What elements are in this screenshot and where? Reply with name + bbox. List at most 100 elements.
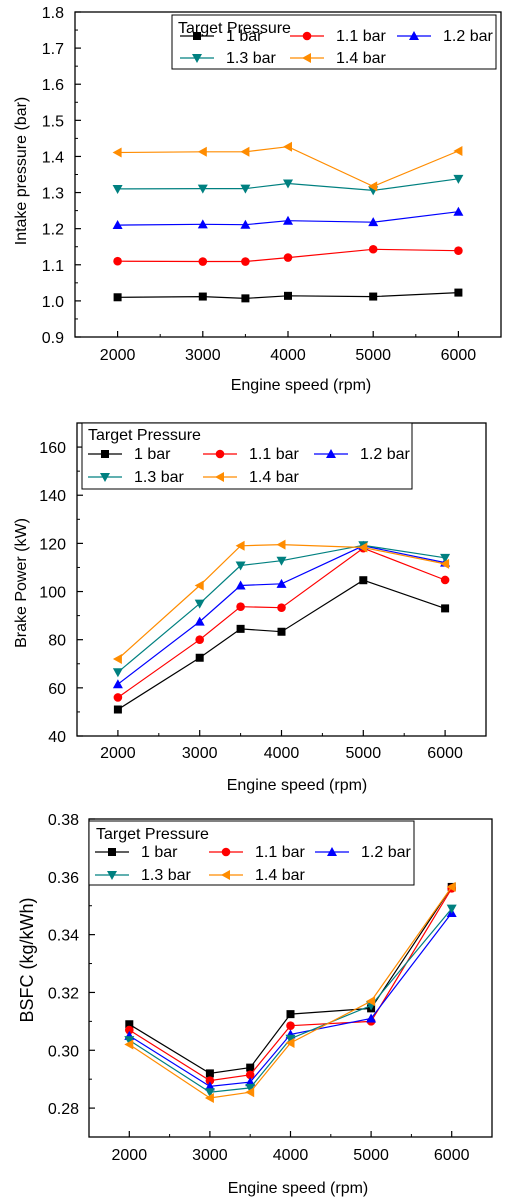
legend-title: Target Pressure <box>96 826 209 843</box>
data-point <box>236 624 245 633</box>
data-point <box>197 184 208 194</box>
x-tick-label: 5000 <box>346 745 382 762</box>
data-point <box>286 1021 295 1030</box>
data-point <box>195 653 204 662</box>
legend-marker <box>215 449 225 459</box>
data-point <box>283 215 293 225</box>
data-point <box>113 256 122 266</box>
series-line-1-3-bar <box>117 178 459 192</box>
data-point <box>205 1076 215 1085</box>
y-tick-label: 1.6 <box>42 77 64 94</box>
data-point <box>240 184 251 194</box>
data-point <box>277 603 286 612</box>
data-point <box>245 1077 256 1087</box>
y-tick-label: 1.7 <box>42 41 64 58</box>
data-point <box>368 217 379 227</box>
data-point <box>440 558 450 569</box>
series-line-1-bar <box>117 579 446 711</box>
series-line-1-bar <box>117 292 459 300</box>
legend-marker <box>327 847 337 856</box>
data-point <box>197 146 207 157</box>
y-tick-label: 0.38 <box>48 812 79 829</box>
legend-marker <box>221 870 230 880</box>
y-axis-title: Intake pressure (bar) <box>13 97 30 246</box>
legend-label: 1.4 bar <box>255 867 305 884</box>
data-point <box>285 1038 295 1049</box>
series-line-1-4-bar <box>128 886 453 1099</box>
legend-label: 1.4 bar <box>249 469 299 486</box>
data-point <box>446 881 456 892</box>
data-point <box>246 1063 255 1072</box>
y-tick-label: 100 <box>39 585 66 602</box>
data-point <box>124 1039 134 1050</box>
data-point <box>113 293 122 302</box>
data-point <box>241 257 250 266</box>
legend-label: 1.2 bar <box>443 28 493 45</box>
x-axis-title: Engine speed (rpm) <box>228 1180 369 1197</box>
data-point <box>369 292 378 301</box>
x-tick-label: 5000 <box>355 347 391 364</box>
y-tick-label: 140 <box>39 488 66 505</box>
data-point <box>440 575 450 585</box>
legend-label: 1.3 bar <box>141 867 191 884</box>
data-point <box>125 1020 134 1029</box>
data-point <box>112 668 123 678</box>
data-point <box>286 1010 295 1019</box>
data-point <box>454 246 463 255</box>
legend-label: 1.2 bar <box>361 844 411 861</box>
data-point <box>112 147 122 158</box>
y-tick-label: 40 <box>48 729 66 746</box>
data-point <box>284 291 292 300</box>
legend-marker <box>409 31 419 40</box>
series-line-1-1-bar <box>128 888 453 1082</box>
legend-label: 1 bar <box>226 28 263 45</box>
series-line-1-2-bar <box>128 912 453 1088</box>
y-tick-label: 1.5 <box>42 113 64 130</box>
data-point <box>283 141 292 152</box>
y-tick-label: 0.30 <box>48 1043 79 1060</box>
data-point <box>368 181 378 192</box>
data-point <box>283 179 293 189</box>
x-tick-label: 4000 <box>273 1147 309 1164</box>
legend-title: Target Pressure <box>178 20 291 37</box>
series-line-1-1-bar <box>117 248 459 263</box>
x-tick-label: 4000 <box>270 347 306 364</box>
data-point <box>240 219 251 229</box>
data-point <box>194 580 204 591</box>
data-point <box>235 561 246 571</box>
legend-title: Target Pressure <box>88 427 201 444</box>
data-point <box>245 1070 255 1080</box>
legend-marker <box>192 54 202 63</box>
x-tick-label: 2000 <box>100 347 136 364</box>
y-tick-label: 160 <box>39 440 66 457</box>
legend-box <box>88 820 415 886</box>
y-tick-label: 1.8 <box>42 5 64 22</box>
data-point <box>124 1036 135 1046</box>
x-axis-title: Engine speed (rpm) <box>231 377 372 394</box>
y-tick-label: 80 <box>48 633 66 650</box>
data-point <box>454 288 463 297</box>
data-point <box>440 553 451 563</box>
y-tick-label: 0.32 <box>48 985 79 1002</box>
series-line-1-bar <box>128 886 453 1075</box>
legend-box <box>171 14 497 70</box>
series-line-1-4-bar <box>117 146 459 188</box>
legend-label: 1.3 bar <box>226 50 276 67</box>
x-tick-label: 3000 <box>182 745 218 762</box>
x-tick-label: 3000 <box>192 1147 228 1164</box>
legend-label: 1.2 bar <box>360 446 410 463</box>
data-point <box>112 184 123 194</box>
legend-label: 1 bar <box>141 844 178 861</box>
legend-label: 1.1 bar <box>336 28 386 45</box>
data-point <box>198 257 208 266</box>
data-point <box>113 693 123 702</box>
data-point <box>366 1013 377 1023</box>
y-tick-label: 60 <box>48 681 66 698</box>
data-point <box>453 206 464 216</box>
bsfc-chart: Engine speed (rpm) BSFC (kg/kWh) 2000 300… <box>17 812 493 1197</box>
series-line-1-2-bar <box>117 545 446 685</box>
y-tick-label: 1.1 <box>42 258 64 275</box>
legend-marker <box>101 450 109 458</box>
x-tick-label: 5000 <box>353 1147 389 1164</box>
